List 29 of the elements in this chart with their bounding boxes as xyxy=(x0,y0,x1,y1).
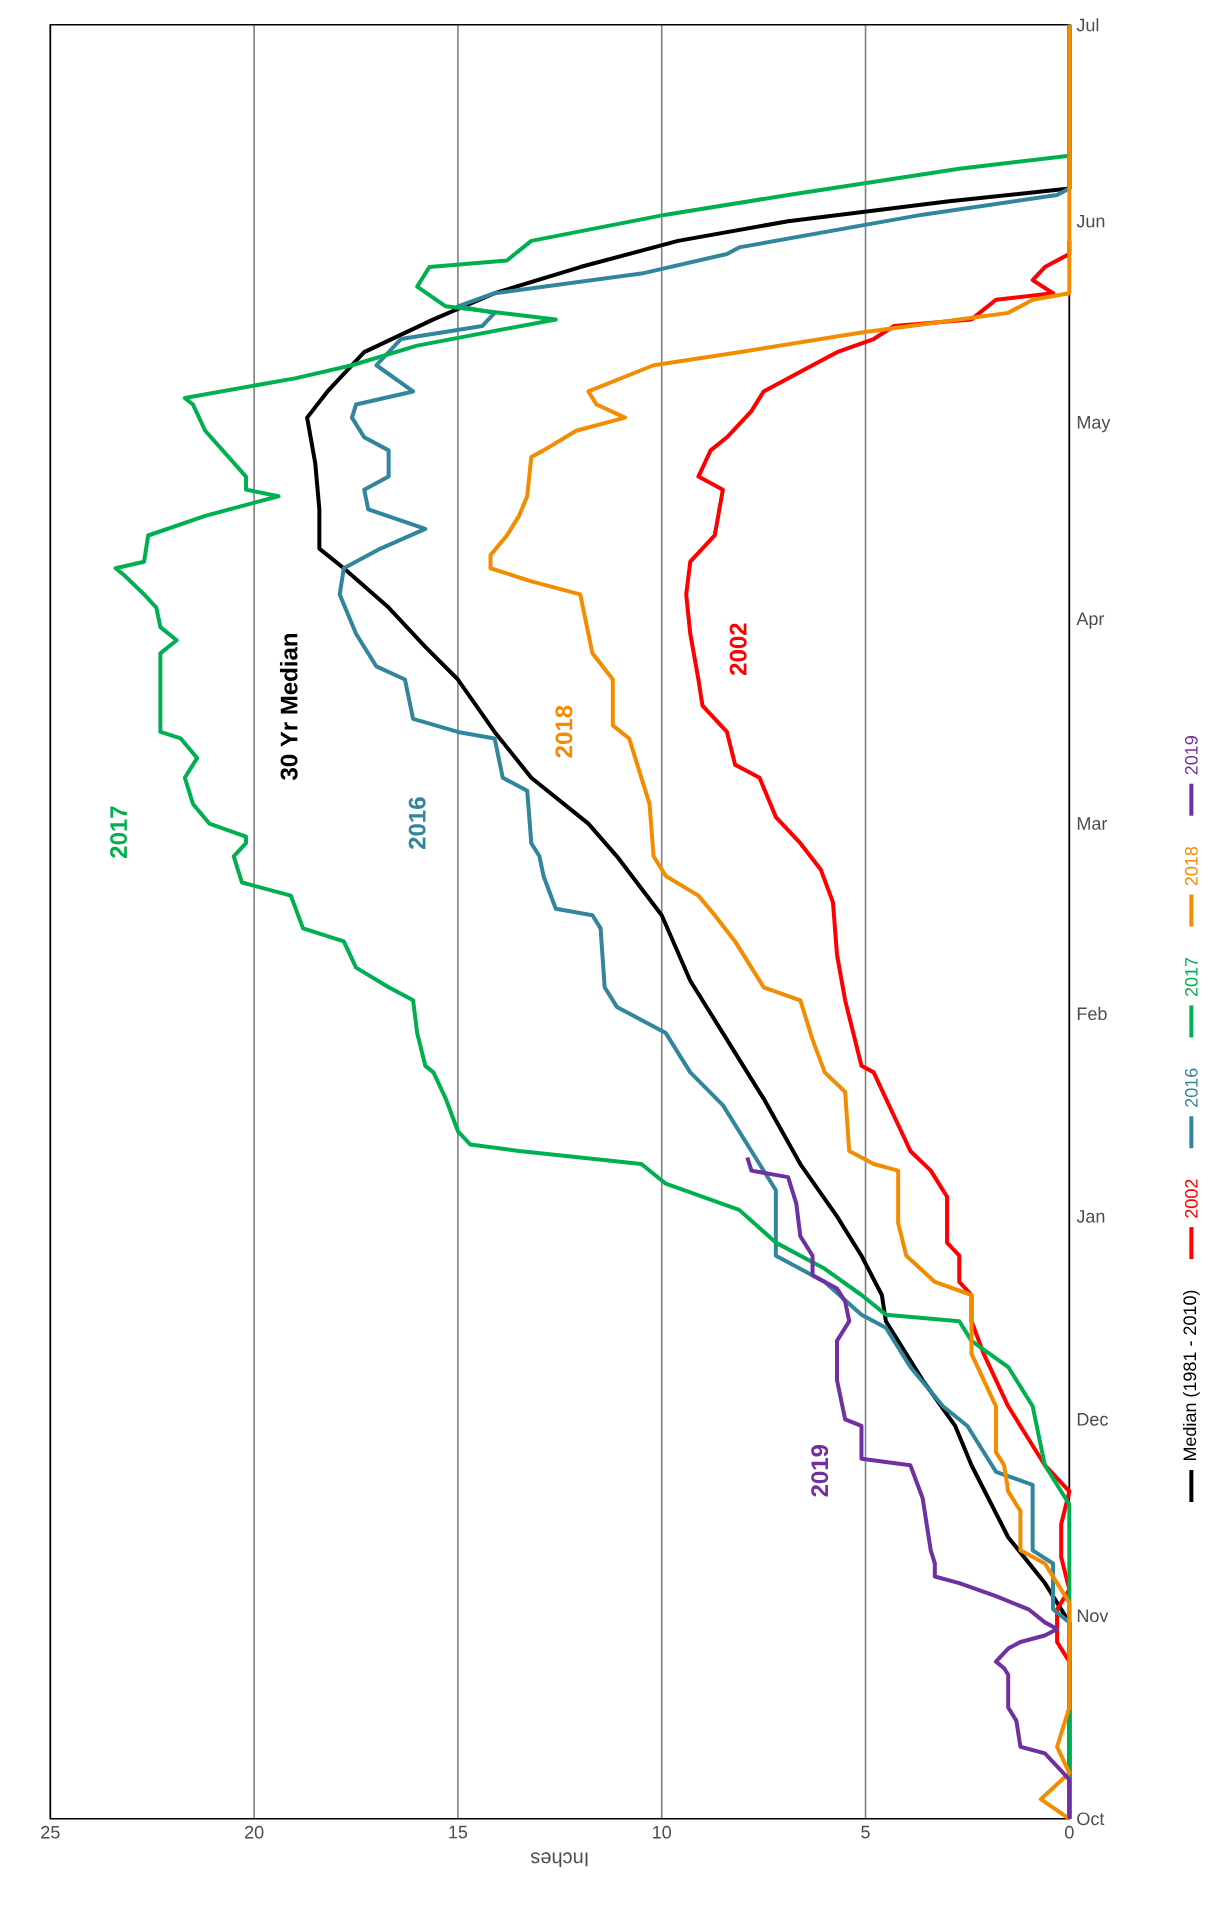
annotation: 30 Yr Median xyxy=(279,634,298,780)
x-tick-label: 20 xyxy=(244,1825,264,1839)
y-tick-label: Oct xyxy=(1077,1812,1105,1826)
x-tick-label: 5 xyxy=(861,1825,870,1839)
text: 2002 xyxy=(1184,1179,1198,1218)
y-tick-label: Jan xyxy=(1076,1210,1105,1223)
x-tick-label: 10 xyxy=(652,1825,671,1839)
annotation: 2019 xyxy=(811,1444,829,1497)
text: 2017 xyxy=(1184,957,1198,997)
y-tick-label: Jun xyxy=(1076,214,1105,228)
y-tick-label: Feb xyxy=(1077,1006,1107,1021)
text: 2016 xyxy=(1184,1068,1198,1107)
annotation: 2002 xyxy=(729,623,747,675)
y-tick-label: Mar xyxy=(1077,817,1107,830)
y-tick-label: Jul xyxy=(1076,18,1099,32)
annotation: 2016 xyxy=(408,797,426,849)
text: 2018 xyxy=(1184,846,1198,886)
x-tick-label: 15 xyxy=(449,1825,468,1839)
annotation: 2018 xyxy=(555,705,573,758)
x-tick-label: 25 xyxy=(41,1825,60,1839)
y-tick-label: Apr xyxy=(1076,612,1104,629)
text: Median (1981 - 2010) xyxy=(1182,1290,1200,1461)
y-tick-label: May xyxy=(1077,416,1111,433)
annotation: 2017 xyxy=(109,806,127,858)
x-tick-label: 0 xyxy=(1064,1825,1074,1839)
y-tick-label: Nov xyxy=(1077,1609,1109,1623)
y-tick-label: Dec xyxy=(1077,1413,1108,1426)
x-axis-title: Inches xyxy=(530,1852,588,1868)
text: 2019 xyxy=(1184,736,1198,775)
